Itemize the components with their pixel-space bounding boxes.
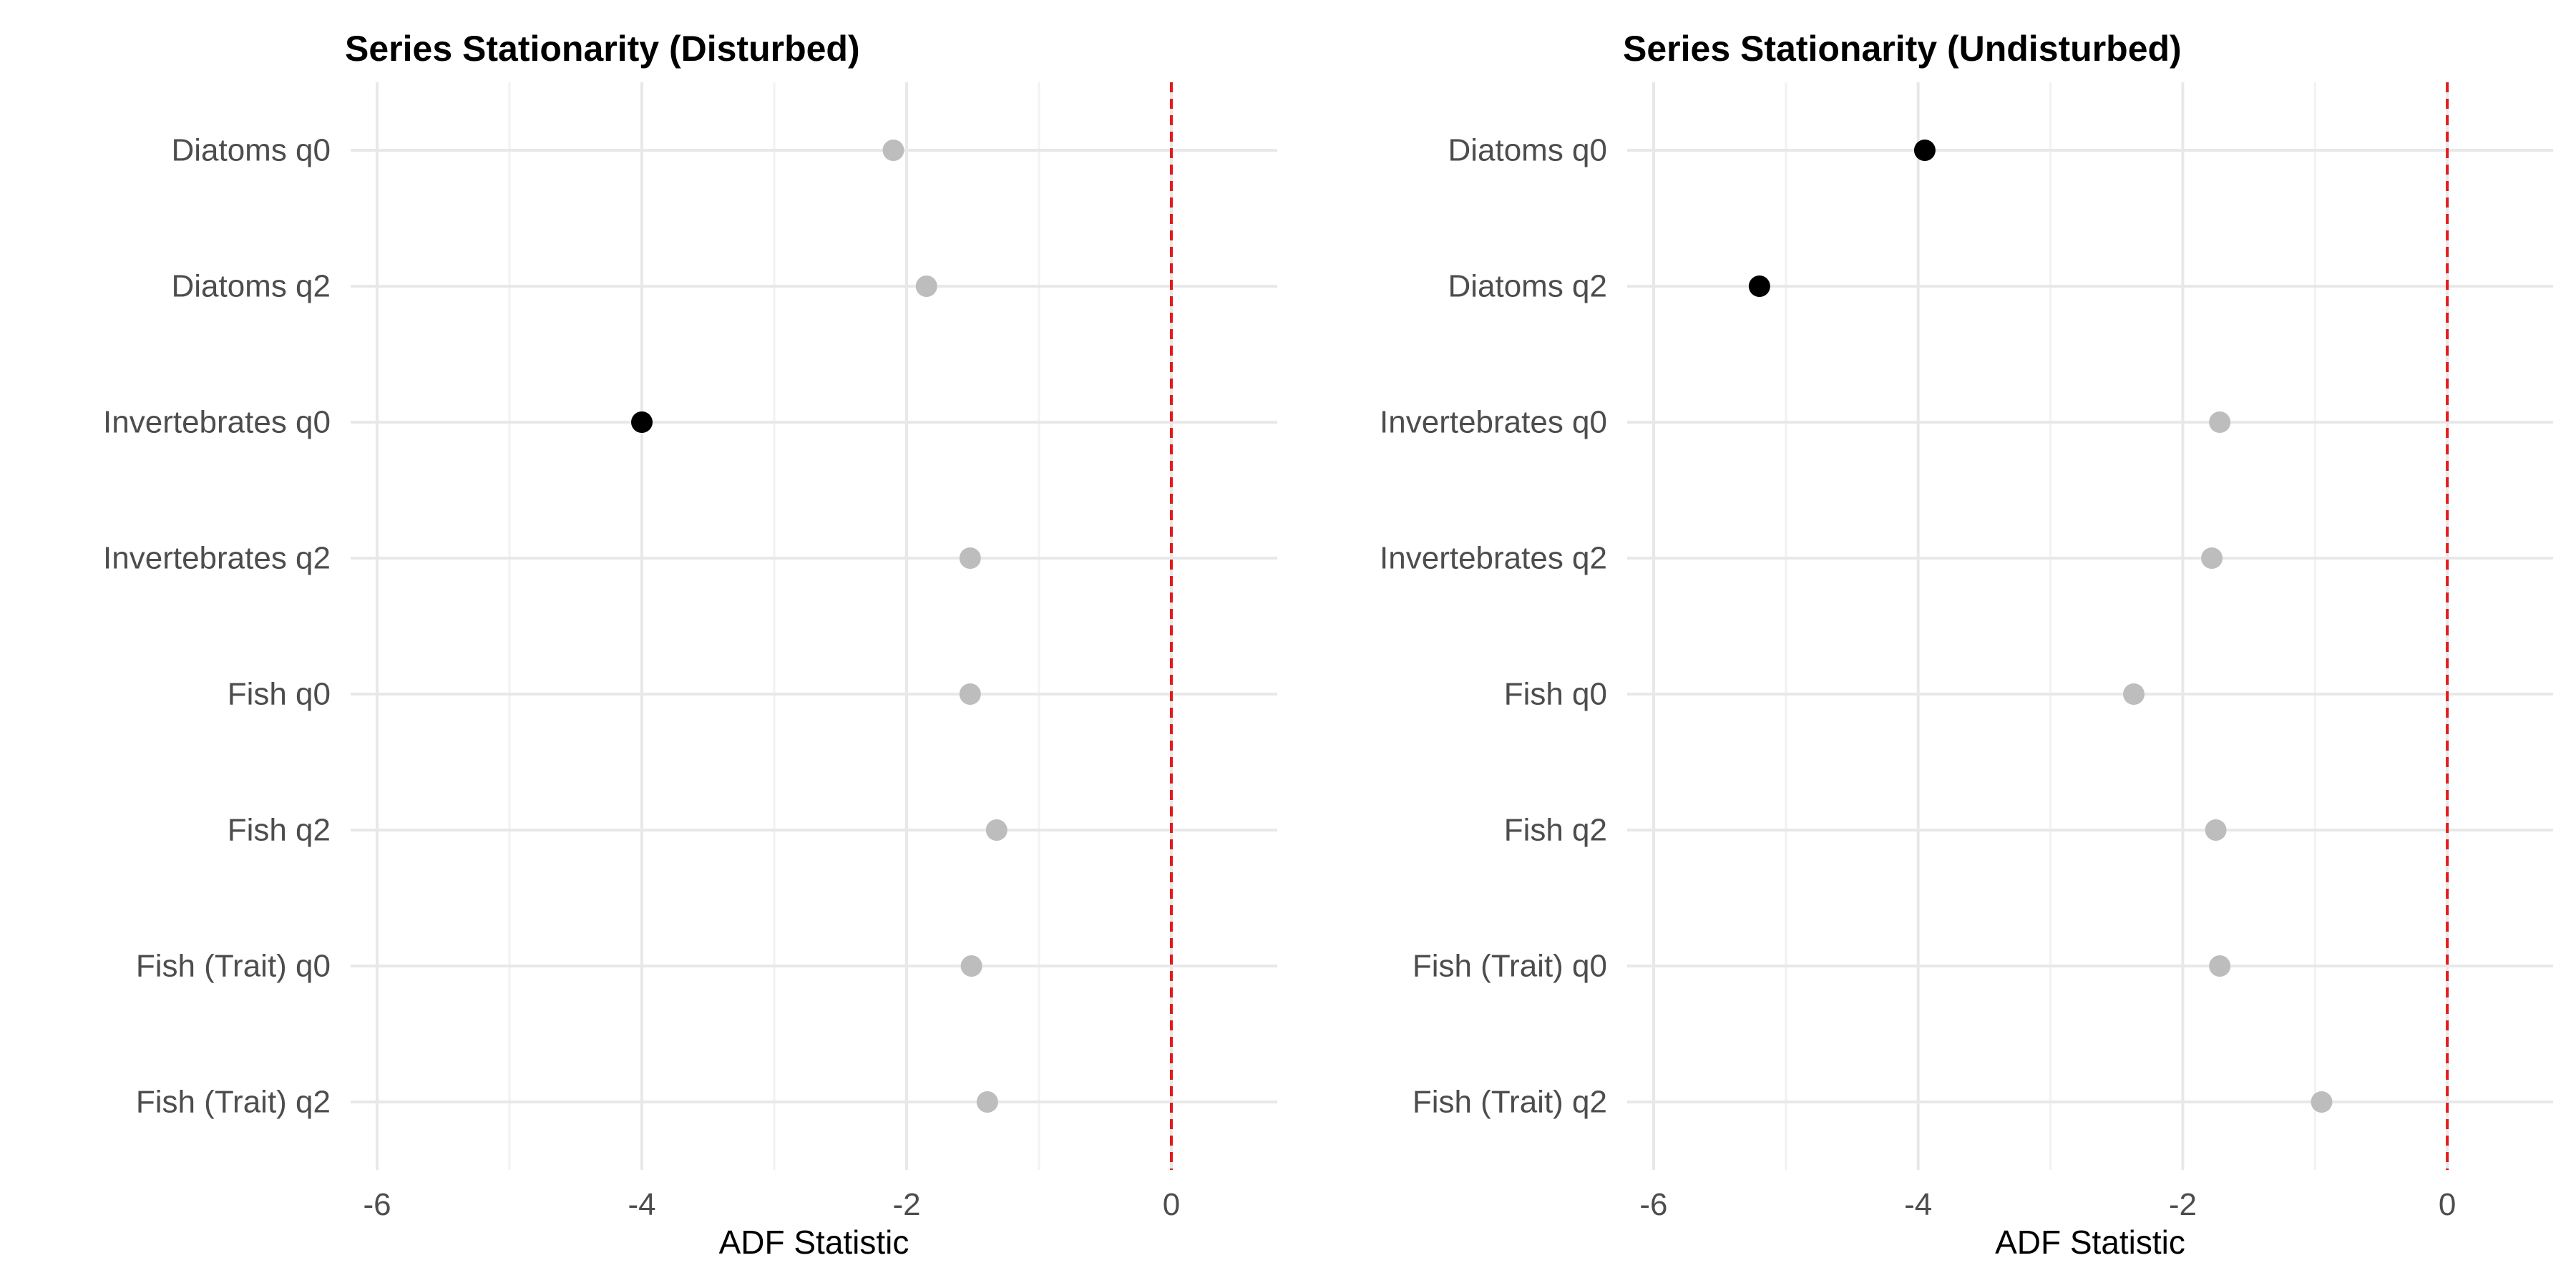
- y-category-label: Invertebrates q2: [103, 541, 331, 576]
- y-category-label: Fish (Trait) q2: [1413, 1085, 1607, 1120]
- y-category-label: Fish q0: [1504, 677, 1607, 712]
- data-point: [882, 140, 904, 161]
- x-tick-label: -4: [628, 1187, 655, 1222]
- x-axis-label: ADF Statistic: [1995, 1224, 2185, 1261]
- panel-title: Series Stationarity (Undisturbed): [1623, 29, 2182, 69]
- y-category-label: Invertebrates q0: [1380, 405, 1607, 440]
- x-tick-label: -2: [2169, 1187, 2197, 1222]
- y-category-label: Diatoms q2: [171, 269, 331, 304]
- data-point: [2201, 547, 2223, 569]
- y-category-label: Fish (Trait) q0: [136, 949, 331, 984]
- y-category-label: Fish q2: [1504, 813, 1607, 848]
- data-point: [959, 547, 981, 569]
- y-category-label: Fish q0: [228, 677, 331, 712]
- y-category-label: Invertebrates q2: [1380, 541, 1607, 576]
- data-point: [2311, 1091, 2333, 1113]
- x-tick-label: 0: [1163, 1187, 1180, 1222]
- y-category-label: Diatoms q0: [1448, 133, 1607, 168]
- y-category-label: Fish (Trait) q0: [1413, 949, 1607, 984]
- data-point: [2209, 411, 2231, 433]
- y-category-label: Invertebrates q0: [103, 405, 331, 440]
- x-axis-label: ADF Statistic: [719, 1224, 909, 1261]
- data-point: [2123, 683, 2145, 705]
- x-tick-label: -2: [892, 1187, 920, 1222]
- data-point: [985, 819, 1008, 841]
- x-tick-label: -4: [1904, 1187, 1932, 1222]
- y-category-label: Fish q2: [228, 813, 331, 848]
- y-category-label: Diatoms q0: [171, 133, 331, 168]
- data-point: [915, 275, 937, 297]
- panel-undisturbed: Series Stationarity (Undisturbed) ADF St…: [1380, 29, 2553, 1261]
- x-tick-label: 0: [2439, 1187, 2456, 1222]
- data-point: [2205, 819, 2227, 841]
- y-category-label: Fish (Trait) q2: [136, 1085, 331, 1120]
- y-category-label: Diatoms q2: [1448, 269, 1607, 304]
- data-point: [2209, 955, 2231, 977]
- panel-title: Series Stationarity (Disturbed): [345, 29, 860, 69]
- x-tick-label: -6: [1639, 1187, 1667, 1222]
- data-point: [959, 683, 981, 705]
- data-point: [976, 1091, 998, 1113]
- data-point: [1913, 140, 1936, 161]
- data-point: [960, 955, 982, 977]
- panel-disturbed: Series Stationarity (Disturbed) ADF Stat…: [103, 29, 1277, 1261]
- data-point: [631, 411, 653, 433]
- data-point: [1748, 275, 1770, 297]
- x-tick-label: -6: [363, 1187, 391, 1222]
- gridlines: [351, 82, 1277, 1170]
